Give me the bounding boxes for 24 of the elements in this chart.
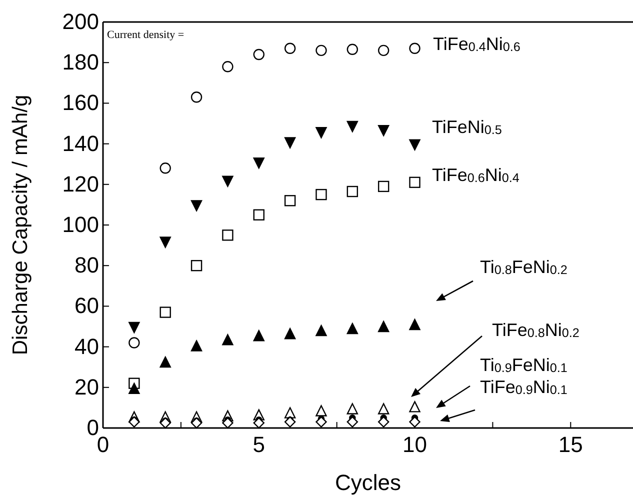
- y-axis-title: Discharge Capacity / mAh/g: [9, 94, 32, 356]
- y-tick-label: 0: [86, 415, 99, 440]
- text: Ti0.9FeNi0.1: [480, 355, 568, 375]
- y-tick-label: 140: [62, 130, 99, 156]
- legend-label: TiFe0.9Ni0.1: [480, 377, 568, 397]
- series-label: TiFe0.6Ni0.4: [432, 165, 520, 185]
- y-tick-label: 180: [62, 50, 99, 75]
- y-tick-label: 80: [74, 252, 99, 278]
- y-tick-label: 20: [74, 374, 99, 400]
- y-tick-label: 160: [62, 90, 99, 116]
- series-label: TiFeNi0.5: [432, 117, 502, 137]
- y-tick-label: 100: [62, 212, 99, 237]
- x-tick-label: 15: [558, 432, 583, 457]
- text: Ti0.8FeNi0.2: [480, 257, 568, 277]
- y-tick-label: 200: [62, 9, 99, 34]
- series-label: TiFe0.4Ni0.6: [433, 34, 520, 54]
- x-tick-label: 10: [402, 432, 428, 457]
- y-tick-label: 40: [74, 334, 99, 359]
- text: TiFe0.8Ni0.2: [492, 320, 580, 340]
- annotation: Current density =: [107, 29, 184, 41]
- y-tick-label: 60: [74, 293, 99, 318]
- y-tick-label: 120: [62, 171, 99, 196]
- x-axis-title: Cycles: [334, 470, 402, 495]
- x-tick-label: 5: [252, 432, 266, 457]
